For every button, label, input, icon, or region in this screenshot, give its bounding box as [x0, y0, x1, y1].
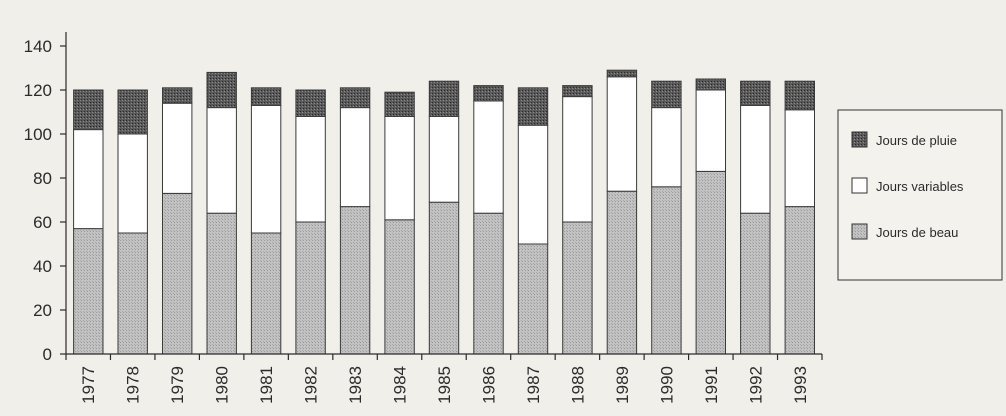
bar-jours-de-pluie-1979	[162, 87, 193, 104]
bar-jours-de-pluie-1986	[473, 85, 504, 102]
bar-jours-de-pluie-1981	[250, 87, 282, 106]
y-tick-label-40: 40	[33, 257, 52, 276]
y-tick-label-60: 60	[33, 213, 52, 232]
x-tick-label-1993: 1993	[791, 366, 810, 404]
y-tick-label-0: 0	[43, 345, 52, 364]
bar-jours-de-pluie-1982	[295, 89, 326, 117]
y-tick-label-80: 80	[33, 169, 52, 188]
bar-jours-de-pluie-1985	[428, 80, 460, 117]
y-tick-label-140: 140	[24, 37, 52, 56]
bar-jours-de-beau-1991	[695, 170, 726, 355]
bar-jours-de-pluie-1993	[784, 80, 815, 111]
bar-jours-de-beau-1979	[162, 192, 193, 355]
bar-jours-de-pluie-1992	[740, 80, 771, 106]
x-tick-label-1980: 1980	[213, 366, 232, 404]
bar-jours-de-beau-1980	[206, 212, 237, 355]
y-tick-label-20: 20	[33, 301, 52, 320]
legend-swatch-jours-variables	[851, 177, 868, 194]
legend: Jours de pluie Jours variables Jours de be…	[837, 109, 1003, 281]
bar-jours-de-beau-1986	[473, 212, 504, 355]
x-tick-label-1977: 1977	[79, 366, 98, 404]
bar-jours-de-beau-1993	[784, 206, 815, 355]
x-tick-label-1991: 1991	[702, 366, 721, 404]
bar-jours-de-pluie-1991	[695, 78, 726, 91]
legend-label-jours-variables: Jours variables	[876, 179, 964, 194]
legend-swatch-jours-de-pluie	[851, 131, 868, 148]
bar-jours-de-beau-1990	[651, 186, 682, 355]
bar-jours-de-pluie-1978	[117, 89, 148, 135]
bar-jours-variables-1991	[695, 89, 726, 172]
bar-jours-variables-1984	[384, 115, 415, 221]
bar-jours-variables-1987	[517, 124, 549, 245]
x-tick-label-1981: 1981	[257, 366, 276, 404]
bar-jours-variables-1977	[73, 129, 104, 230]
bar-jours-variables-1978	[117, 133, 148, 234]
x-tick-label-1988: 1988	[568, 366, 587, 404]
bar-jours-de-beau-1982	[295, 221, 326, 355]
bar-jours-variables-1986	[473, 100, 504, 214]
legend-swatch-jours-de-beau	[851, 223, 868, 240]
x-tick-label-1982: 1982	[302, 366, 321, 404]
y-tick-label-100: 100	[24, 125, 52, 144]
y-tick-label-120: 120	[24, 81, 52, 100]
bar-jours-de-pluie-1988	[562, 85, 593, 98]
bar-jours-de-pluie-1989	[606, 69, 638, 78]
legend-label-jours-de-beau: Jours de beau	[876, 225, 958, 240]
bar-jours-de-pluie-1984	[384, 91, 415, 117]
bar-jours-variables-1982	[295, 115, 326, 223]
bar-jours-de-beau-1992	[740, 212, 771, 355]
x-tick-label-1986: 1986	[479, 366, 498, 404]
bar-jours-variables-1983	[339, 107, 371, 208]
bar-jours-de-beau-1983	[339, 206, 371, 355]
x-tick-label-1992: 1992	[746, 366, 765, 404]
axes-layer: 0 20 40 60 80 100 120 140 1977 1978 1979 1980 1981 19…	[24, 32, 823, 404]
bar-jours-de-pluie-1983	[339, 87, 371, 109]
bar-jours-variables-1993	[784, 109, 815, 208]
bar-jours-de-pluie-1977	[73, 89, 104, 131]
bar-jours-de-beau-1977	[73, 228, 104, 355]
bar-jours-de-pluie-1987	[517, 87, 549, 126]
bar-jours-variables-1990	[651, 107, 682, 188]
bar-jours-de-beau-1989	[606, 190, 638, 355]
bar-jours-de-pluie-1980	[206, 71, 237, 109]
bar-jours-variables-1985	[428, 115, 460, 203]
bar-jours-de-beau-1987	[517, 243, 549, 355]
bar-jours-de-pluie-1990	[651, 80, 682, 109]
x-tick-label-1989: 1989	[613, 366, 632, 404]
bar-jours-variables-1980	[206, 107, 237, 214]
x-tick-label-1983: 1983	[346, 366, 365, 404]
bar-jours-variables-1981	[250, 104, 282, 234]
bar-jours-variables-1988	[562, 96, 593, 223]
x-tick-label-1985: 1985	[435, 366, 454, 404]
bar-jours-variables-1989	[606, 76, 638, 192]
x-tick-label-1990: 1990	[657, 366, 676, 404]
x-tick-label-1979: 1979	[168, 366, 187, 404]
x-tick-label-1984: 1984	[391, 366, 410, 404]
bars-layer	[73, 69, 815, 355]
bar-jours-de-beau-1988	[562, 221, 593, 355]
bar-jours-de-beau-1978	[117, 232, 148, 355]
legend-label-jours-de-pluie: Jours de pluie	[876, 133, 957, 148]
bar-jours-variables-1979	[162, 102, 193, 194]
bar-jours-variables-1992	[740, 104, 771, 214]
bar-jours-de-beau-1984	[384, 219, 415, 355]
bar-jours-de-beau-1985	[428, 201, 460, 355]
x-tick-label-1978: 1978	[124, 366, 143, 404]
bar-jours-de-beau-1981	[250, 232, 282, 355]
x-tick-label-1987: 1987	[524, 366, 543, 404]
